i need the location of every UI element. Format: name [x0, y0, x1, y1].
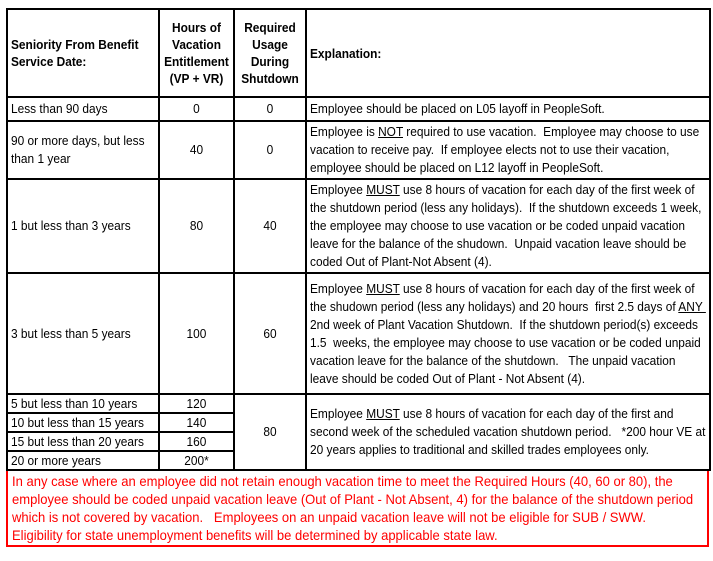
entitlement-cell: 200*	[158, 450, 235, 471]
seniority-text: 1 but less than 3 years	[11, 218, 131, 233]
vacation-shutdown-sheet: Seniority From Benefit Service Date: Hou…	[6, 8, 711, 547]
seniority-text: 20 or more years	[11, 453, 101, 468]
explanation-cell-merged: Employee MUST use 8 hours of vacation fo…	[305, 393, 711, 471]
header-row: Seniority From Benefit Service Date: Hou…	[6, 8, 711, 98]
entitlement-value: 80	[189, 218, 204, 233]
entitlement-value: 120	[186, 396, 207, 411]
header-entitlement: Hours of Vacation Entitlement (VP + VR)	[158, 8, 235, 98]
explanation-cell: Employee MUST use 8 hours of vacation fo…	[305, 178, 711, 274]
entitlement-cell: 160	[158, 431, 235, 452]
seniority-text: 15 but less than 20 years	[11, 434, 144, 449]
seniority-text: 3 but less than 5 years	[11, 325, 131, 341]
entitlement-value: 200*	[184, 453, 209, 468]
required-cell: 40	[233, 178, 307, 274]
footer-note: In any case where an employee did not re…	[6, 471, 709, 547]
seniority-text: 5 but less than 10 years	[11, 396, 138, 411]
explanation-text: Employee MUST use 8 hours of vacation fo…	[310, 406, 709, 457]
seniority-cell: 90 or more days, but less than 1 year	[6, 120, 160, 180]
explanation-text: Employee should be placed on L05 layoff …	[310, 101, 605, 116]
explanation-cell: Employee should be placed on L05 layoff …	[305, 96, 711, 122]
header-seniority: Seniority From Benefit Service Date:	[6, 8, 160, 98]
entitlement-cell: 40	[158, 120, 235, 180]
explanation-text: Employee MUST use 8 hours of vacation fo…	[310, 182, 705, 269]
seniority-cell: 3 but less than 5 years	[6, 272, 160, 395]
footer-note-text: In any case where an employee did not re…	[12, 473, 697, 543]
explanation-cell: Employee is NOT required to use vacation…	[305, 120, 711, 180]
seniority-cell: 1 but less than 3 years	[6, 178, 160, 274]
table-row: 20 or more years 200*	[6, 450, 710, 471]
entitlement-value: 0	[193, 101, 200, 116]
seniority-text: 10 but less than 15 years	[11, 415, 144, 430]
seniority-cell: Less than 90 days	[6, 96, 160, 122]
table-row: 10 but less than 15 years 140	[6, 412, 710, 433]
explanation-text: Employee MUST use 8 hours of vacation fo…	[310, 280, 710, 386]
seniority-cell: 10 but less than 15 years	[6, 412, 160, 433]
entitlement-cell: 80	[158, 178, 235, 274]
seniority-cell: 5 but less than 10 years	[6, 393, 160, 414]
required-cell: 60	[233, 272, 307, 395]
entitlement-cell: 0	[158, 96, 235, 122]
table-row: 1 but less than 3 years 80 40 Employee M…	[6, 178, 711, 274]
required-value: 0	[266, 142, 274, 157]
header-required: Required Usage During Shutdown	[233, 8, 307, 98]
table-row: 5 but less than 10 years 120 80 Employee…	[6, 393, 711, 471]
explanation-text: Employee is NOT required to use vacation…	[310, 124, 703, 175]
required-value: 80	[263, 424, 277, 439]
seniority-text: 90 or more days, but less than 1 year	[11, 133, 148, 166]
entitlement-cell: 140	[158, 412, 235, 433]
entitlement-value: 140	[186, 415, 207, 430]
header-entitlement-text: Hours of Vacation Entitlement (VP + VR)	[164, 20, 229, 86]
table-row: 3 but less than 5 years 100 60 Employee …	[6, 272, 711, 395]
required-cell-merged: 80	[233, 393, 307, 471]
header-explanation-text: Explanation:	[310, 45, 382, 61]
entitlement-value: 100	[186, 325, 207, 341]
explanation-cell: Employee MUST use 8 hours of vacation fo…	[305, 272, 711, 395]
entitlement-cell: 120	[158, 393, 235, 414]
required-value: 40	[263, 218, 277, 233]
required-cell: 0	[233, 96, 307, 122]
header-seniority-text: Seniority From Benefit Service Date:	[11, 37, 139, 69]
header-required-text: Required Usage During Shutdown	[241, 20, 299, 86]
required-value: 0	[266, 101, 274, 116]
entitlement-value: 40	[189, 142, 204, 157]
required-value: 60	[263, 325, 277, 341]
entitlement-cell: 100	[158, 272, 235, 395]
table-row: 15 but less than 20 years 160	[6, 431, 710, 452]
vacation-entitlement-table: Seniority From Benefit Service Date: Hou…	[6, 8, 711, 471]
seniority-cell: 20 or more years	[6, 450, 160, 471]
table-row: 90 or more days, but less than 1 year 40…	[6, 120, 711, 180]
table-row: Less than 90 days 0 0 Employee should be…	[6, 96, 711, 122]
seniority-cell: 15 but less than 20 years	[6, 431, 160, 452]
seniority-text: Less than 90 days	[11, 101, 108, 116]
header-explanation: Explanation:	[305, 8, 711, 98]
required-cell: 0	[233, 120, 307, 180]
entitlement-value: 160	[186, 434, 207, 449]
